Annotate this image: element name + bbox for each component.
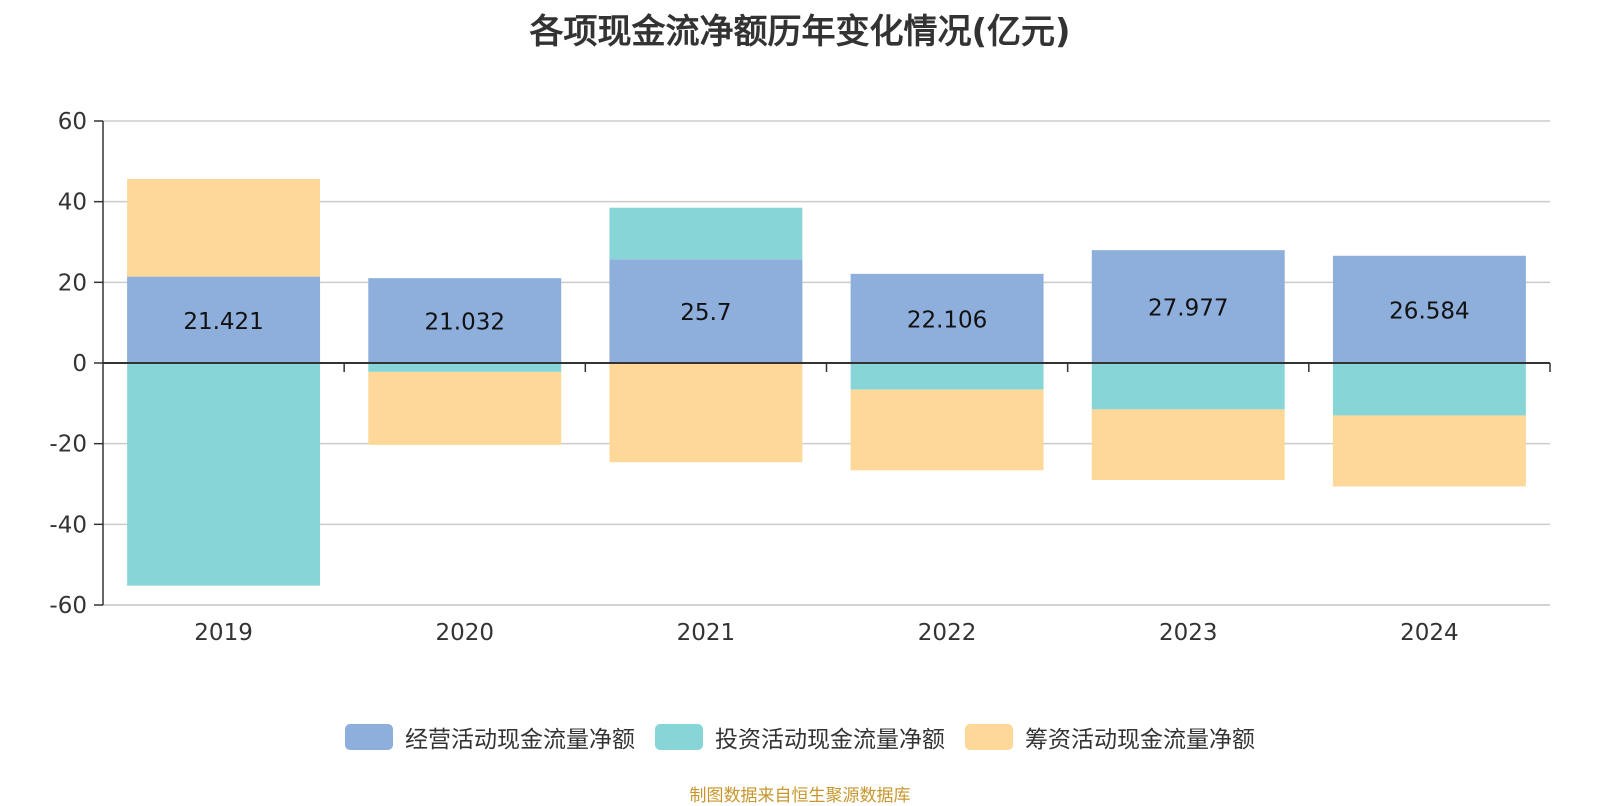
bars <box>127 178 1526 586</box>
x-tick-label: 2022 <box>918 620 977 646</box>
legend-label: 投资活动现金流量净额 <box>715 727 945 753</box>
bar-segment-s2-2023 <box>1091 409 1285 480</box>
bar-segment-s0-2023 <box>1091 250 1285 363</box>
legend-swatch <box>655 724 703 750</box>
bar-segment-s2-2021 <box>609 363 803 463</box>
legend-swatch <box>965 724 1013 750</box>
chart-title: 各项现金流净额历年变化情况(亿元) <box>529 12 1071 52</box>
axes <box>94 120 1551 606</box>
x-tick-label: 2021 <box>677 620 736 646</box>
source-note: 制图数据来自恒生聚源数据库 <box>689 786 911 806</box>
bar-segment-s1-2020 <box>368 363 562 372</box>
legend-label: 筹资活动现金流量净额 <box>1025 727 1255 753</box>
data-label: 21.032 <box>425 310 505 336</box>
bar-segment-s0-2021 <box>609 259 803 363</box>
y-tick-label: -20 <box>49 432 87 458</box>
legend-item-1[interactable]: 投资活动现金流量净额 <box>655 720 945 754</box>
bar-segment-s1-2024 <box>1332 363 1526 416</box>
x-tick-label: 2019 <box>194 620 253 646</box>
bar-segment-s0-2019 <box>127 276 321 363</box>
bar-segment-s0-2022 <box>850 273 1044 363</box>
bar-segment-s0-2024 <box>1332 255 1526 363</box>
stacked-bar-chart: 60 40 20 0 -20 -40 -60 21.421 2019 21.032 2020 25.7… <box>49 109 1551 646</box>
bar-segment-s1-2019 <box>127 363 321 586</box>
data-label: 22.106 <box>907 307 987 333</box>
bar-segment-s1-2021 <box>609 207 803 260</box>
y-tick-label: 20 <box>58 270 87 296</box>
x-tick-label: 2024 <box>1400 620 1459 646</box>
y-tick-label: 60 <box>58 109 87 135</box>
data-label: 26.584 <box>1389 298 1469 324</box>
bar-segment-s2-2022 <box>850 389 1044 471</box>
data-label: 25.7 <box>680 300 731 326</box>
legend-label: 经营活动现金流量净额 <box>405 727 635 753</box>
x-tick-label: 2020 <box>435 620 494 646</box>
bar-segment-s1-2022 <box>850 363 1044 390</box>
labels: 60 40 20 0 -20 -40 -60 21.421 2019 21.032 2020 25.7… <box>49 109 1469 646</box>
y-tick-label: 0 <box>72 351 87 377</box>
bar-segment-s1-2023 <box>1091 363 1285 410</box>
data-label: 21.421 <box>183 309 263 335</box>
y-tick-label: 40 <box>58 190 87 216</box>
legend-item-0[interactable]: 经营活动现金流量净额 <box>345 720 635 754</box>
legend-item-2[interactable]: 筹资活动现金流量净额 <box>965 720 1255 754</box>
grid-lines <box>103 120 1550 606</box>
y-tick-label: -40 <box>49 512 87 538</box>
legend-swatch <box>345 724 393 750</box>
legend: 经营活动现金流量净额 投资活动现金流量净额 筹资活动现金流量净额 <box>0 720 1600 754</box>
bar-segment-s2-2019 <box>127 178 321 277</box>
y-tick-label: -60 <box>49 593 87 619</box>
bar-segment-s2-2020 <box>368 371 562 445</box>
bar-segment-s0-2020 <box>368 278 562 363</box>
data-label: 27.977 <box>1148 296 1228 322</box>
bar-segment-s2-2024 <box>1332 415 1526 487</box>
x-tick-label: 2023 <box>1159 620 1218 646</box>
